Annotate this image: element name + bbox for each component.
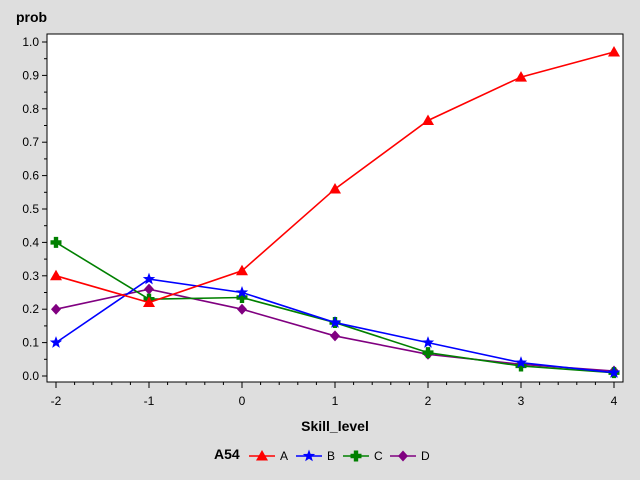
data-point-B bbox=[607, 366, 621, 378]
data-point-D bbox=[330, 330, 340, 342]
x-tick-label: -2 bbox=[51, 394, 62, 408]
data-point-B bbox=[142, 272, 156, 285]
data-point-B bbox=[421, 336, 435, 348]
x-tick-label: 1 bbox=[332, 394, 339, 408]
legend: A54 A B C D bbox=[214, 446, 430, 463]
y-tick-label: 0.9 bbox=[22, 68, 39, 82]
data-point-A bbox=[236, 264, 248, 276]
legend-label-C: C bbox=[374, 449, 383, 463]
x-tick-label: 2 bbox=[425, 394, 432, 408]
legend-marker-D bbox=[398, 450, 408, 462]
y-tick-label: 0.3 bbox=[22, 269, 39, 283]
data-point-D bbox=[51, 303, 61, 315]
y-tick-label: 0.8 bbox=[22, 102, 39, 116]
data-point-A bbox=[329, 182, 341, 194]
legend-marker-A bbox=[256, 450, 268, 461]
x-axis-label: Skill_level bbox=[301, 418, 369, 434]
y-tick-label: 0.1 bbox=[22, 336, 39, 350]
legend-item-A: A bbox=[249, 449, 288, 463]
axis-ticks: 0.0 0.1 0.2 0.3 0.4 0.5 0.6 0.7 0.8 0.9 1.0 -2 -1 0 1 2… bbox=[22, 35, 617, 408]
data-point-A bbox=[608, 46, 620, 57]
data-point-D bbox=[144, 283, 154, 295]
data-point-C bbox=[50, 236, 62, 248]
series-A bbox=[50, 46, 620, 308]
x-tick-label: 3 bbox=[518, 394, 525, 408]
series-B bbox=[49, 272, 621, 378]
y-tick-label: 1.0 bbox=[22, 35, 39, 49]
legend-label-D: D bbox=[421, 449, 430, 463]
y-tick-label: 0.6 bbox=[22, 169, 39, 183]
series-layer bbox=[49, 46, 621, 379]
legend-title: A54 bbox=[214, 446, 240, 462]
legend-marker-C bbox=[350, 450, 362, 462]
legend-marker-B bbox=[302, 449, 316, 462]
y-axis-label: prob bbox=[16, 9, 47, 25]
y-tick-label: 0.7 bbox=[22, 135, 39, 149]
data-point-B bbox=[514, 356, 528, 368]
data-point-B bbox=[328, 316, 342, 328]
legend-item-C: C bbox=[343, 449, 383, 463]
y-tick-label: 0.5 bbox=[22, 202, 39, 216]
plot-area bbox=[46, 33, 624, 383]
data-point-A bbox=[50, 269, 62, 281]
data-point-A bbox=[422, 114, 434, 125]
data-point-C bbox=[422, 347, 434, 359]
data-point-A bbox=[143, 296, 155, 308]
legend-item-B: B bbox=[296, 449, 335, 463]
data-point-A bbox=[515, 71, 527, 82]
x-tick-label: 4 bbox=[611, 394, 618, 408]
data-point-B bbox=[235, 286, 249, 298]
legend-label-B: B bbox=[327, 449, 335, 463]
data-point-D bbox=[237, 303, 247, 315]
y-tick-label: 0.4 bbox=[22, 235, 39, 249]
y-tick-label: 0.0 bbox=[22, 369, 39, 383]
legend-label-A: A bbox=[280, 449, 288, 463]
legend-item-D: D bbox=[390, 449, 430, 463]
x-tick-label: -1 bbox=[144, 394, 155, 408]
data-point-C bbox=[515, 360, 527, 372]
data-point-B bbox=[49, 336, 63, 348]
x-tick-label: 0 bbox=[239, 394, 246, 408]
y-tick-label: 0.2 bbox=[22, 302, 39, 316]
data-point-C bbox=[236, 292, 248, 304]
